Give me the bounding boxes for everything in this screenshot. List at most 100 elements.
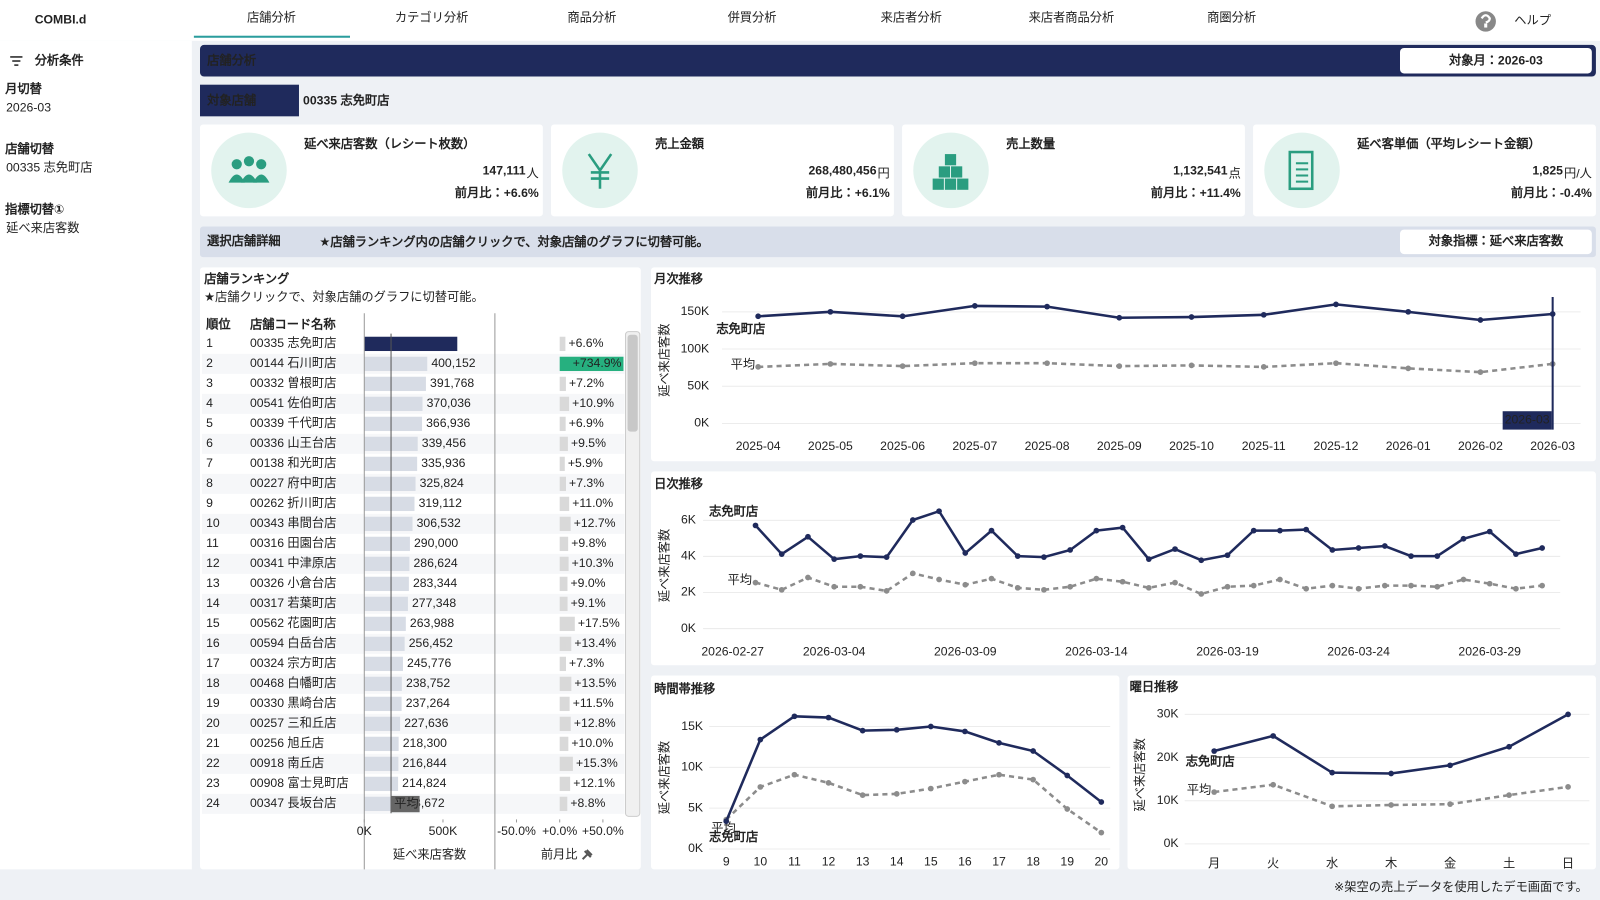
data-point (1188, 314, 1195, 320)
filter-value[interactable]: 延べ来店客数 (6, 220, 79, 235)
rank[interactable]: 15 (206, 616, 220, 630)
change-bar (559, 516, 571, 532)
data-point (1067, 547, 1074, 553)
rank[interactable]: 8 (206, 476, 213, 490)
value-bar[interactable] (364, 676, 402, 692)
store-name[interactable]: 00908 富士見町店 (250, 776, 349, 790)
store-name[interactable]: 00541 佐伯町店 (250, 395, 336, 410)
value-bar[interactable] (364, 356, 428, 372)
data-point (825, 714, 832, 721)
rank[interactable]: 3 (206, 376, 213, 390)
value-bar[interactable] (364, 636, 405, 652)
nav-tab[interactable]: 商品分析 (567, 11, 616, 25)
store-name[interactable]: 00918 南丘店 (250, 755, 324, 770)
rank[interactable]: 5 (206, 416, 213, 430)
rank[interactable]: 7 (206, 456, 213, 470)
data-point (752, 522, 759, 529)
value-bar[interactable] (364, 716, 401, 732)
store-name[interactable]: 00336 山王台店 (250, 435, 336, 450)
store-name[interactable]: 00332 曽根町店 (250, 375, 336, 390)
store-name[interactable]: 00335 志免町店 (250, 335, 336, 350)
value-bar[interactable] (364, 616, 406, 632)
scrollbar[interactable] (625, 331, 641, 817)
change-label: +10.3% (572, 556, 614, 570)
rank[interactable]: 14 (206, 596, 220, 610)
store-name[interactable]: 00468 白幡町店 (250, 675, 336, 690)
rank[interactable]: 21 (206, 736, 220, 750)
value-bar[interactable] (364, 536, 410, 552)
store-name[interactable]: 00144 石川町店 (250, 356, 336, 370)
nav-tab[interactable]: 商圏分析 (1207, 11, 1256, 25)
store-name[interactable]: 00317 若葉町店 (250, 595, 336, 610)
rank[interactable]: 6 (206, 436, 213, 450)
value-bar[interactable] (364, 556, 410, 572)
nav-tab[interactable]: 店舗分析 (247, 11, 296, 25)
nav-tab[interactable]: カテゴリ分析 (395, 10, 468, 25)
nav-tab[interactable]: 来店者分析 (881, 11, 942, 25)
value-bar[interactable] (364, 396, 423, 412)
rank[interactable]: 16 (206, 636, 220, 650)
rank[interactable]: 2 (206, 356, 213, 370)
value-bar[interactable] (364, 336, 458, 352)
data-point (752, 579, 759, 586)
pin-icon (581, 849, 593, 860)
store-name[interactable]: 00256 旭丘店 (250, 736, 324, 750)
store-name[interactable]: 00257 三和丘店 (250, 716, 336, 730)
store-name[interactable]: 00326 小倉台店 (250, 575, 336, 590)
x-tick-label: 15 (924, 854, 938, 868)
filter-value[interactable]: 2026-03 (6, 100, 51, 114)
store-name[interactable]: 00343 串間台店 (250, 515, 336, 530)
value-bar[interactable] (364, 656, 403, 672)
value-bar[interactable] (364, 776, 399, 792)
value-bar[interactable] (364, 516, 413, 532)
value-bar[interactable] (364, 376, 426, 392)
series-label: 志免町店 (1185, 753, 1235, 768)
rank[interactable]: 13 (206, 576, 220, 590)
change-bar (559, 776, 571, 792)
rank[interactable]: 19 (206, 696, 220, 710)
store-name[interactable]: 00330 黒崎台店 (250, 695, 336, 710)
filter-value[interactable]: 00335 志免町店 (6, 160, 92, 175)
rank[interactable]: 22 (206, 756, 220, 770)
nav-tab[interactable]: 併買分析 (728, 11, 777, 25)
value-bar[interactable] (364, 596, 408, 612)
value-bar[interactable] (364, 696, 402, 712)
rank[interactable]: 24 (206, 796, 220, 810)
help-label[interactable]: ヘルプ (1514, 14, 1551, 28)
rank[interactable]: 18 (206, 676, 220, 690)
rank[interactable]: 1 (206, 336, 213, 350)
nav-tab[interactable]: 来店者商品分析 (1029, 11, 1115, 25)
value-bar[interactable] (364, 576, 409, 592)
store-name[interactable]: 00138 和光町店 (250, 456, 336, 470)
rank[interactable]: 23 (206, 776, 220, 790)
value-bar[interactable] (364, 796, 397, 812)
value-bar[interactable] (364, 756, 399, 772)
store-name[interactable]: 00347 長坂台店 (250, 795, 336, 810)
rank[interactable]: 12 (206, 556, 220, 570)
store-name[interactable]: 00262 折川町店 (250, 495, 336, 510)
value-bar[interactable] (364, 476, 416, 492)
store-name[interactable]: 00339 千代町店 (250, 416, 336, 430)
data-point (936, 576, 942, 583)
data-point (1119, 524, 1126, 531)
store-name[interactable]: 00324 宗方町店 (250, 655, 336, 670)
kpi-icon (1295, 180, 1309, 183)
rank[interactable]: 20 (206, 716, 220, 730)
store-name[interactable]: 00316 田園台店 (250, 535, 336, 550)
rank[interactable]: 10 (206, 516, 220, 530)
store-name[interactable]: 00594 白岳台店 (250, 635, 336, 650)
x-tick-label: 13 (856, 854, 870, 868)
rank[interactable]: 11 (206, 536, 219, 550)
scrollbar-thumb[interactable] (627, 334, 638, 432)
store-name[interactable]: 00562 花園町店 (250, 616, 336, 630)
store-name[interactable]: 00227 府中町店 (250, 475, 336, 490)
value-bar[interactable] (364, 736, 399, 752)
x-tick-label: 2026-03-09 (934, 644, 997, 658)
value-bar[interactable] (364, 496, 415, 512)
value-bar[interactable] (364, 416, 423, 432)
store-name[interactable]: 00341 中津原店 (250, 555, 336, 570)
change-label: +9.5% (571, 436, 606, 450)
rank[interactable]: 9 (206, 496, 213, 510)
rank[interactable]: 17 (206, 656, 220, 670)
rank[interactable]: 4 (206, 396, 213, 410)
